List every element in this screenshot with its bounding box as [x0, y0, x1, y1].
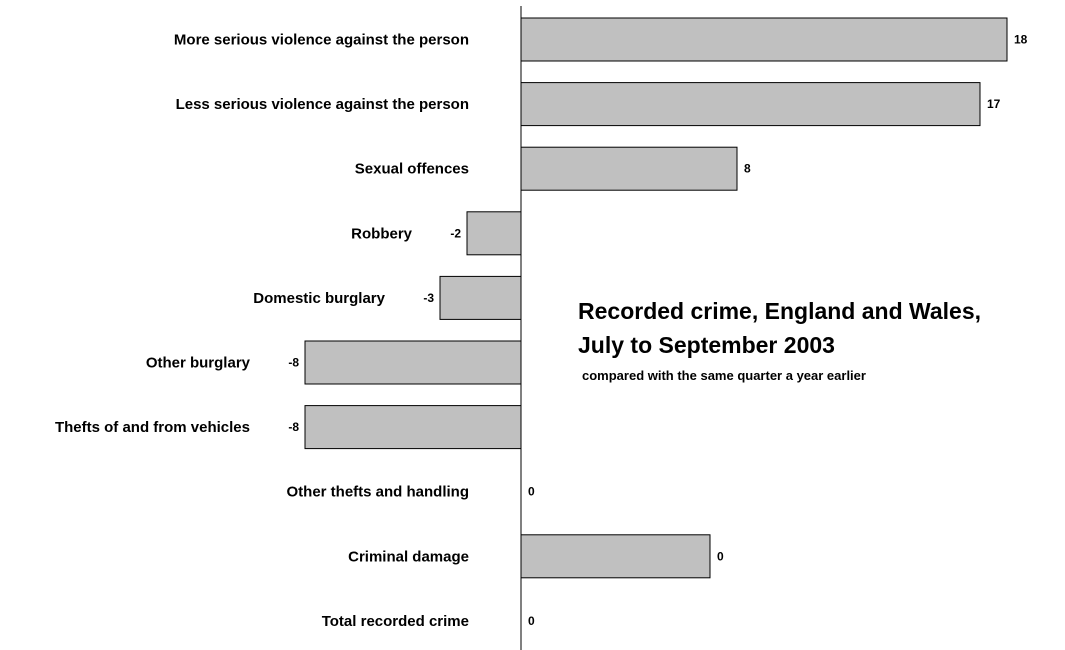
category-label-10: Total recorded crime — [322, 613, 469, 630]
value-label-1: 18 — [1014, 33, 1028, 47]
chart-title-line2: July to September 2003 — [578, 332, 835, 358]
chart-title: Recorded crime, England and Wales, — [578, 298, 981, 324]
bar-3 — [520, 146, 738, 191]
value-label-4: -2 — [450, 226, 461, 240]
category-label-9: Criminal damage — [348, 548, 469, 565]
category-label-2: Less serious violence against the person — [176, 96, 469, 113]
chart-subtitle: compared with the same quarter a year ea… — [582, 368, 866, 383]
bar-9 — [520, 534, 711, 579]
value-label-2: 17 — [987, 97, 1001, 111]
value-label-6: -8 — [288, 356, 299, 370]
bar-1 — [520, 17, 1008, 62]
value-label-7: -8 — [288, 420, 299, 434]
bar-4 — [466, 211, 522, 256]
category-label-5: Domestic burglary — [253, 290, 385, 307]
bars-layer — [304, 17, 1008, 579]
category-label-8: Other thefts and handling — [287, 484, 470, 501]
bar-6 — [304, 340, 522, 385]
category-label-3: Sexual offences — [355, 161, 469, 178]
bar-2 — [520, 82, 981, 127]
value-label-9: 0 — [717, 549, 724, 563]
category-label-4: Robbery — [351, 225, 413, 242]
bar-5 — [439, 275, 522, 320]
value-label-8: 0 — [528, 485, 535, 499]
bar-7 — [304, 405, 522, 450]
category-label-7: Thefts of and from vehicles — [55, 419, 250, 436]
category-label-1: More serious violence against the person — [174, 32, 469, 49]
value-label-3: 8 — [744, 162, 751, 176]
value-label-10: 0 — [528, 614, 535, 628]
labels-layer: 18 More serious violence against the pers… — [55, 32, 1028, 630]
value-label-5: -3 — [423, 291, 434, 305]
category-label-6: Other burglary — [146, 355, 251, 372]
